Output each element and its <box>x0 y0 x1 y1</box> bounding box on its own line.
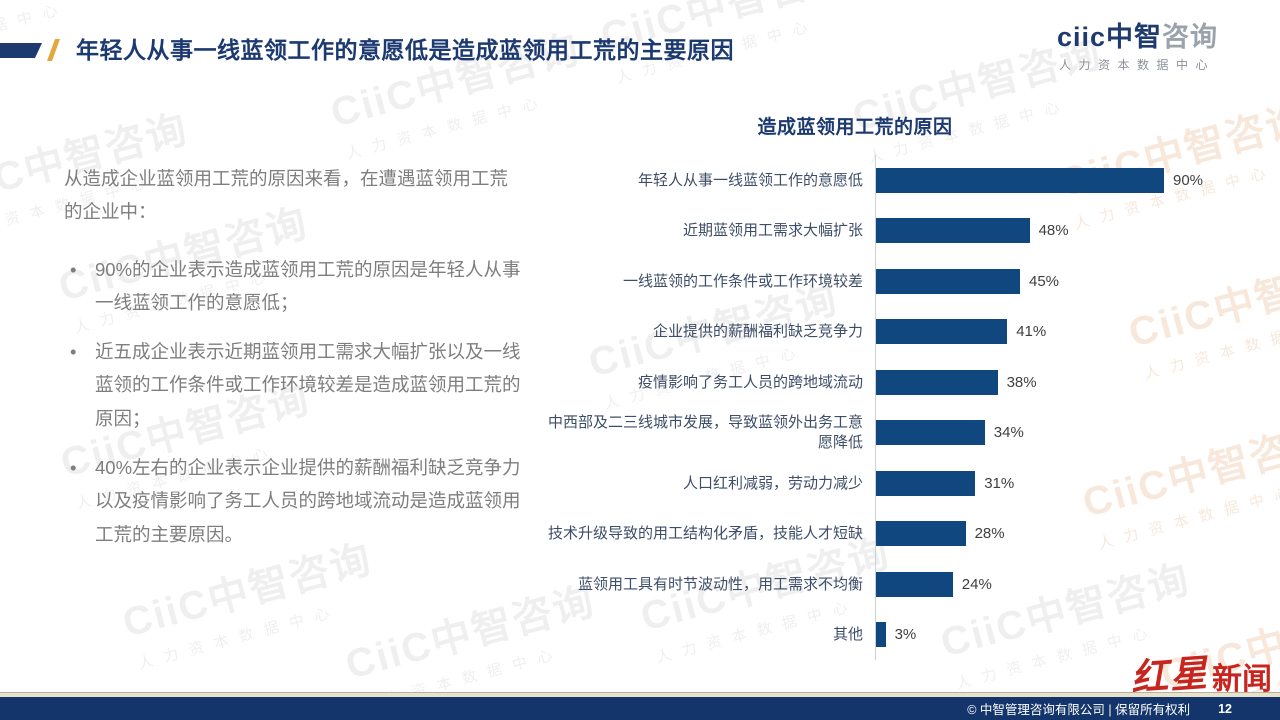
footer-bar: © 中智管理咨询有限公司 | 保留所有权利 12 <box>0 697 1280 720</box>
bar <box>876 622 886 648</box>
chart-title: 造成蓝领用工荒的原因 <box>757 117 953 138</box>
value-label: 41% <box>1016 323 1047 341</box>
page-number: 12 <box>1218 701 1232 716</box>
value-label: 28% <box>974 525 1005 543</box>
ciic-logo-text: ciic中智咨询 <box>1057 24 1218 51</box>
redstar-news-logo: 红星 新闻 <box>1130 653 1272 699</box>
category-label: 人口红利减弱，劳动力减少 <box>682 474 863 492</box>
logo-cn-secondary: 咨询 <box>1162 22 1218 52</box>
chart-row: 蓝领用工具有时节波动性，用工需求不均衡 24% <box>545 559 1255 610</box>
category-label: 技术升级导致的用工结构化矛盾，技能人才短缺 <box>547 525 863 542</box>
category-label: 企业提供的薪酬福利缺乏竞争力 <box>652 323 863 340</box>
bar-area: 41% <box>875 306 1255 357</box>
category-label: 中西部及二三线城市发展，导致蓝领外出务工意愿降低 <box>547 414 863 451</box>
category-label: 一线蓝领的工作条件或工作环境较差 <box>622 272 863 290</box>
summary-bullet: 90%的企业表示造成蓝领用工荒的原因是年轻人从事一线蓝领工作的意愿低； <box>64 253 526 320</box>
value-label: 24% <box>961 575 992 593</box>
bar-area: 38% <box>875 357 1255 408</box>
category-label: 其他 <box>832 626 863 643</box>
bar <box>876 369 998 395</box>
chart-row: 年轻人从事一线蓝领工作的意愿低 90% <box>545 155 1255 206</box>
chart-row: 一线蓝领的工作条件或工作环境较差 45% <box>545 256 1255 307</box>
bar <box>876 571 953 597</box>
category-label: 年轻人从事一线蓝领工作的意愿低 <box>637 171 863 189</box>
bar-area: 48% <box>875 205 1255 256</box>
value-label: 38% <box>1006 373 1037 391</box>
value-label: 90% <box>1173 171 1204 189</box>
bar <box>876 470 976 496</box>
value-label: 48% <box>1038 222 1069 240</box>
bar-area: 3% <box>875 609 1255 660</box>
summary-bullet-list: 90%的企业表示造成蓝领用工荒的原因是年轻人从事一线蓝领工作的意愿低； 近五成企… <box>64 253 526 551</box>
copyright-text: © 中智管理咨询有限公司 | 保留所有权利 <box>967 703 1191 717</box>
chart-row: 近期蓝领用工需求大幅扩张 48% <box>545 205 1255 256</box>
bar <box>876 167 1164 193</box>
chart-row: 其他 3% <box>545 609 1255 660</box>
summary-bullet: 近五成企业表示近期蓝领用工需求大幅扩张以及一线蓝领的工作条件或工作环境较差是造成… <box>64 335 526 435</box>
logo-subtitle: 人力资本数据中心 <box>1058 58 1215 72</box>
chart-rows: 年轻人从事一线蓝领工作的意愿低 90% 近期蓝领用工需求大幅扩张 48% 一线蓝领的工作… <box>545 155 1255 660</box>
chart-row: 疫情影响了务工人员的跨地域流动 38% <box>545 357 1255 408</box>
bar-area: 34% <box>875 407 1255 458</box>
category-label: 疫情影响了务工人员的跨地域流动 <box>637 373 863 391</box>
bar <box>876 268 1020 294</box>
value-label: 34% <box>993 424 1024 442</box>
summary-panel: 从造成企业蓝领用工荒的原因来看，在遭遇蓝领用工荒的企业中： 90%的企业表示造成… <box>64 162 526 567</box>
page-title: 年轻人从事一线蓝领工作的意愿低是造成蓝领用工荒的主要原因 <box>76 37 734 63</box>
redstar-regular: 新闻 <box>1212 663 1272 696</box>
footer-accent-line <box>0 692 1280 697</box>
chart-row: 中西部及二三线城市发展，导致蓝领外出务工意愿降低 34% <box>545 407 1255 458</box>
bar-area: 90% <box>875 155 1255 206</box>
logo-cn-primary: 中智 <box>1106 22 1162 52</box>
bar-chart: 造成蓝领用工荒的原因 年轻人从事一线蓝领工作的意愿低 90% 近期蓝领用工需求大幅扩… <box>545 112 1255 660</box>
bar <box>876 319 1008 345</box>
title-accent-gold-slash <box>47 39 60 61</box>
bar <box>876 521 966 547</box>
chart-row: 企业提供的薪酬福利缺乏竞争力 41% <box>545 306 1255 357</box>
bar <box>876 420 985 446</box>
value-label: 3% <box>894 626 917 644</box>
value-label: 31% <box>984 474 1015 492</box>
bar-area: 28% <box>875 508 1255 559</box>
bar-area: 31% <box>875 458 1255 509</box>
summary-intro: 从造成企业蓝领用工荒的原因来看，在遭遇蓝领用工荒的企业中： <box>64 168 509 223</box>
value-label: 45% <box>1029 272 1060 290</box>
chart-row: 技术升级导致的用工结构化矛盾，技能人才短缺 28% <box>545 508 1255 559</box>
title-accent-navy <box>0 43 42 58</box>
chart-row: 人口红利减弱，劳动力减少 31% <box>545 458 1255 509</box>
category-label: 近期蓝领用工需求大幅扩张 <box>682 222 863 239</box>
category-label: 蓝领用工具有时节波动性，用工需求不均衡 <box>577 575 863 593</box>
bar-area: 45% <box>875 256 1255 307</box>
bar-area: 24% <box>875 559 1255 610</box>
ciic-logo: ciic中智咨询 人力资本数据中心 <box>1057 24 1218 73</box>
summary-bullet: 40%左右的企业表示企业提供的薪酬福利缺乏竞争力以及疫情影响了务工人员的跨地域流… <box>64 451 526 551</box>
bar <box>876 218 1030 244</box>
logo-latin: ciic <box>1056 22 1106 52</box>
